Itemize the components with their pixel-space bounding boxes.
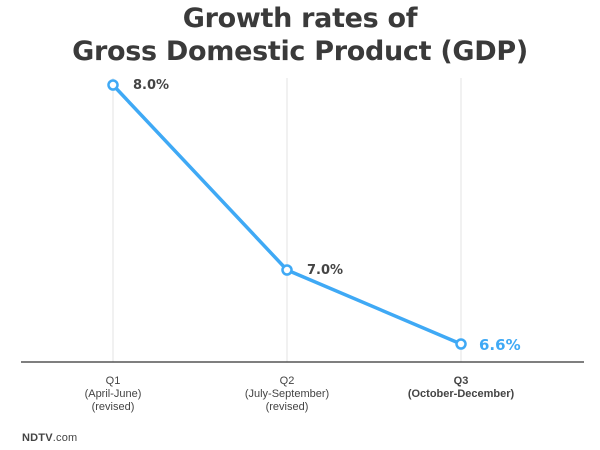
data-point-q3 — [455, 338, 467, 350]
data-label-q3: 6.6% — [479, 336, 521, 354]
category-label-q1-line-1: Q1 — [106, 375, 121, 387]
chart-title-line-2: Gross Domestic Product (GDP) — [72, 36, 528, 67]
category-label-q1-line-2: (April-June) — [85, 388, 142, 400]
ndtv-logo: NDTV.com — [22, 432, 77, 444]
data-label-q2: 7.0% — [307, 263, 343, 278]
category-label-q3-line-1: Q3 — [454, 375, 469, 387]
category-label-q2-line-1: Q2 — [280, 375, 295, 387]
category-label-q2-line-2: (July-September) — [245, 388, 329, 400]
data-label-q1: 8.0% — [133, 78, 169, 93]
data-point-q2 — [281, 264, 293, 276]
data-point-q1 — [107, 79, 119, 91]
chart-title-line-1: Growth rates of — [182, 3, 418, 34]
logo-suffix: .com — [52, 432, 78, 444]
category-label-q1-line-3: (revised) — [92, 401, 135, 413]
category-label-q3-line-2: (October-December) — [408, 388, 515, 400]
category-label-q2-line-3: (revised) — [266, 401, 309, 413]
logo-wordmark: NDTV — [22, 432, 53, 444]
